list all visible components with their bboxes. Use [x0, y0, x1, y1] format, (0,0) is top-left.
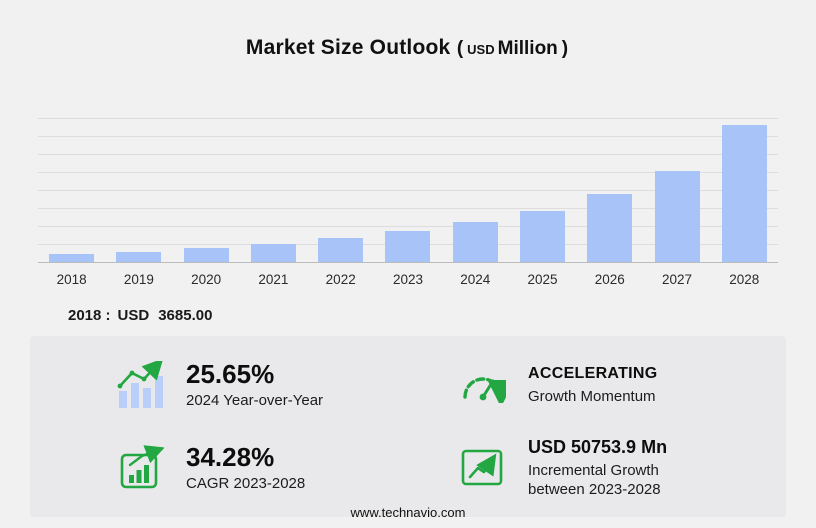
stat-cagr: 34.28% CAGR 2023-2028 [114, 436, 440, 499]
momentum-value: ACCELERATING [528, 365, 658, 382]
bar-plot [38, 116, 778, 263]
yoy-label: 2024 Year-over-Year [186, 392, 324, 409]
incremental-label-line2: between 2023-2028 [528, 481, 661, 498]
title-paren-close: ) [561, 38, 569, 59]
x-axis-label-2028: 2028 [729, 272, 760, 287]
title-currency: USD [467, 42, 495, 57]
cagr-label: CAGR 2023-2028 [186, 474, 306, 492]
bar-2024 [452, 222, 498, 262]
bar-2026 [587, 194, 633, 262]
cagr-value: 34.28% [186, 441, 275, 472]
title-paren-open: ( [456, 38, 464, 59]
x-axis-labels: 2018 2019 2020 2021 2022 2023 2024 2025 2026 2027… [38, 272, 778, 287]
stats-panel: 25.65% 2024 Year-over-Year ACCELERATING … [30, 336, 786, 517]
x-axis-label-2018: 2018 [56, 272, 87, 287]
x-axis-label-2025: 2025 [527, 272, 558, 287]
x-axis-label-2022: 2022 [325, 272, 356, 287]
x-axis-label-2027: 2027 [662, 272, 693, 287]
market-size-bar-chart: 2018 2019 2020 2021 2022 2023 2024 2025 2026 2027… [38, 116, 778, 287]
line-chart-icon [456, 446, 510, 490]
bar-2018 [49, 254, 95, 262]
stat-momentum: ACCELERATING Growth Momentum [440, 360, 766, 410]
bar-2025 [519, 211, 565, 262]
bar-2020 [183, 248, 229, 262]
base-year-annotation: 2018 : USD 3685.00 [68, 307, 816, 324]
annotation-currency: USD [117, 307, 150, 324]
title-unit: Million [497, 38, 558, 59]
bar-chart-growth-icon [114, 361, 168, 409]
bar-2019 [116, 252, 162, 262]
bar-2022 [318, 238, 364, 262]
incremental-value: USD 50753.9 Mn [528, 437, 668, 457]
speedometer-icon [456, 367, 510, 403]
stat-incremental-growth: USD 50753.9 Mn Incremental Growth betwee… [440, 436, 766, 499]
x-axis-label-2021: 2021 [258, 272, 289, 287]
bar-2027 [654, 171, 700, 262]
x-axis-label-2024: 2024 [460, 272, 491, 287]
x-axis-label-2026: 2026 [594, 272, 625, 287]
stat-yoy: 25.65% 2024 Year-over-Year [114, 360, 440, 410]
chart-box-icon [114, 444, 168, 491]
annotation-value: 3685.00 [158, 307, 213, 324]
bar-2023 [385, 231, 431, 262]
bar-2028 [721, 125, 767, 262]
x-axis-label-2023: 2023 [392, 272, 423, 287]
yoy-value: 25.65% [186, 359, 275, 389]
momentum-label: Growth Momentum [528, 388, 656, 405]
incremental-label-line1: Incremental Growth [528, 462, 659, 479]
chart-title: Market Size Outlook (USD Million) [0, 0, 816, 60]
annotation-year: 2018 : [68, 307, 111, 324]
chart-title-text: Market Size Outlook [245, 36, 451, 59]
x-axis-label-2019: 2019 [123, 272, 154, 287]
bar-2021 [250, 244, 296, 262]
footer-link[interactable]: www.technavio.com [350, 505, 466, 520]
x-axis-label-2020: 2020 [191, 272, 222, 287]
footer: www.technavio.com [0, 504, 816, 522]
